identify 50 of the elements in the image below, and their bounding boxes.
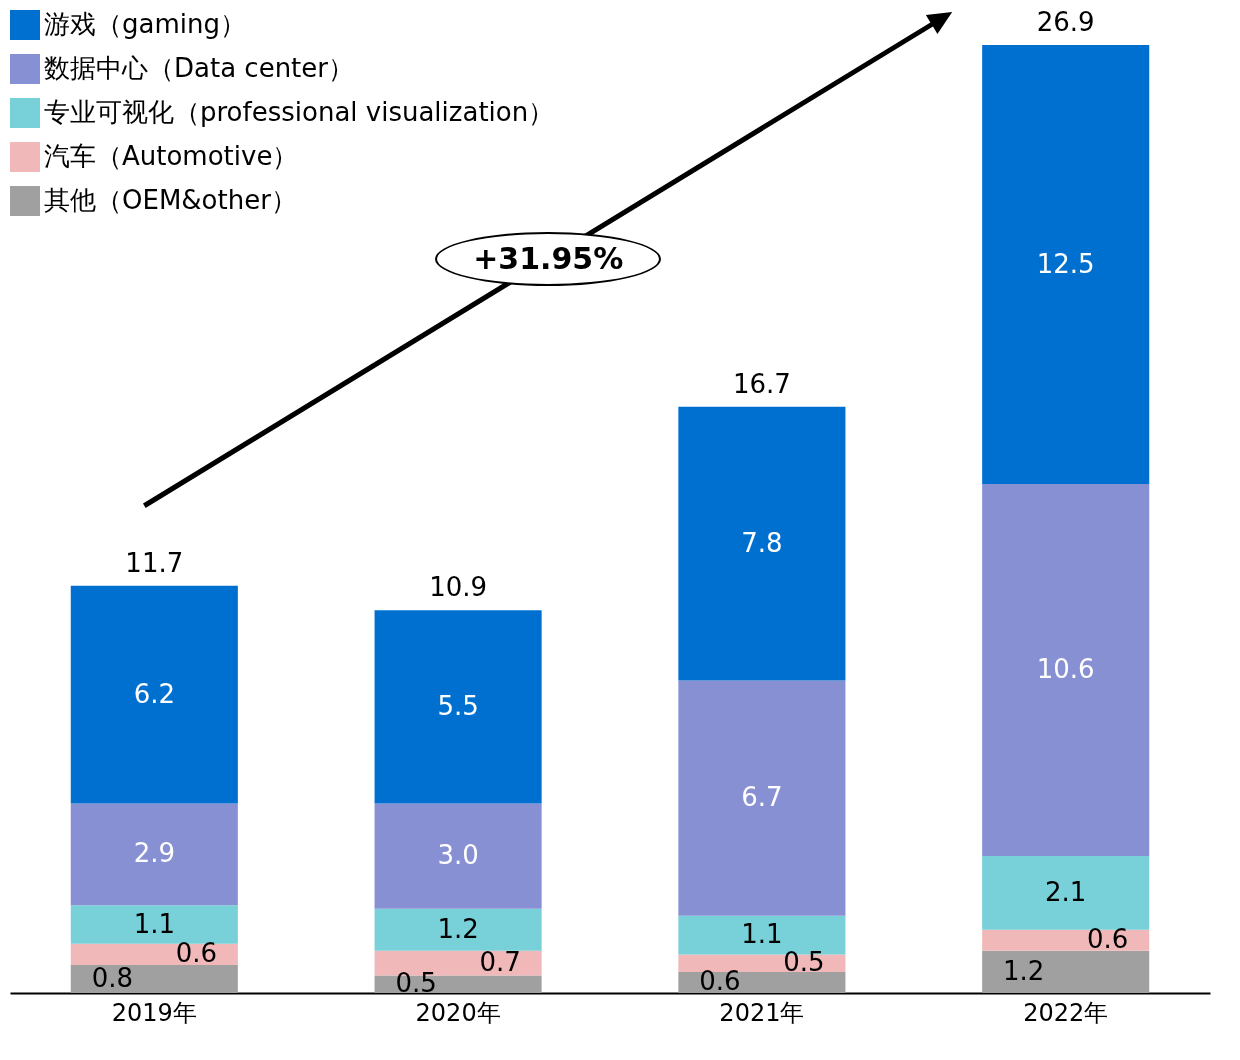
data-label: 0.7 (479, 947, 521, 978)
annotation: +31.95% (435, 231, 662, 286)
data-label: 6.7 (741, 782, 783, 813)
data-label: 2.1 (1045, 876, 1087, 907)
bar (982, 856, 1150, 930)
data-label: 1.2 (437, 913, 479, 944)
data-label: 6.2 (133, 678, 175, 709)
bar (678, 680, 846, 916)
bar (70, 964, 238, 993)
bar (982, 483, 1150, 857)
legend-label: 数据中心（Data center） (44, 53, 354, 83)
data-label: 0.6 (1087, 924, 1129, 955)
data-label: 1.1 (741, 919, 783, 950)
bar (70, 803, 238, 906)
data-label: 1.1 (133, 908, 175, 939)
data-label: 12.5 (1036, 248, 1095, 279)
x-tick-label: 2020年 (415, 998, 501, 1027)
bar (374, 803, 542, 909)
x-tick-label: 2019年 (111, 998, 197, 1027)
data-label: 0.6 (175, 938, 217, 969)
legend-label: 专业可视化（professional visualization） (44, 97, 555, 127)
data-label: 0.5 (395, 968, 437, 999)
bar (678, 971, 846, 993)
bar (678, 406, 846, 681)
data-label: 2.9 (133, 838, 175, 869)
legend-label: 其他（OEM&other） (44, 185, 297, 215)
total-label: 10.9 (429, 572, 488, 603)
x-tick-label: 2021年 (719, 998, 805, 1027)
total-label: 11.7 (125, 547, 184, 578)
x-tick-label: 2022年 (1023, 998, 1109, 1027)
data-label: 3.0 (437, 840, 479, 871)
data-label: 0.5 (783, 947, 825, 978)
data-label: 10.6 (1036, 654, 1095, 685)
legend-label: 游戏（gaming） (44, 9, 246, 39)
bar (374, 610, 542, 804)
bar (982, 950, 1150, 993)
bar (982, 45, 1150, 484)
total-label: 16.7 (732, 368, 791, 399)
bar (70, 943, 238, 965)
data-label: 0.6 (699, 966, 741, 997)
bar (70, 905, 238, 944)
data-label: 7.8 (741, 527, 783, 558)
data-label: 1.2 (1003, 955, 1045, 986)
bar (374, 908, 542, 951)
data-label: 5.5 (437, 690, 479, 721)
data-label: 0.8 (91, 962, 133, 993)
bar (982, 929, 1150, 951)
bar (70, 585, 238, 804)
legend-label: 汽车（Automotive） (44, 141, 299, 171)
total-label: 26.9 (1036, 7, 1095, 38)
